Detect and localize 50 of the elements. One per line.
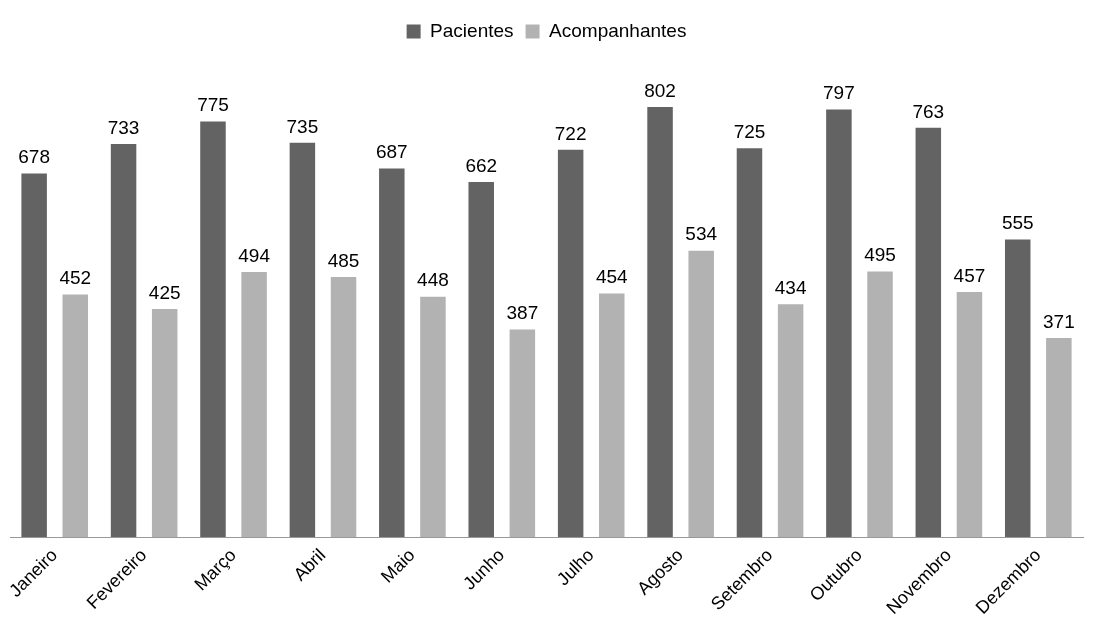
bar bbox=[241, 272, 267, 538]
bar bbox=[330, 276, 357, 538]
data-label: 555 bbox=[1001, 212, 1034, 234]
data-label: 448 bbox=[417, 269, 449, 291]
data-label: 662 bbox=[465, 154, 498, 176]
data-label: 722 bbox=[554, 122, 587, 144]
bar bbox=[736, 148, 763, 538]
data-label: 494 bbox=[238, 244, 271, 266]
bar bbox=[826, 109, 852, 538]
legend-label: Acompanhantes bbox=[549, 19, 687, 41]
data-label: 485 bbox=[327, 249, 360, 271]
data-label: 434 bbox=[774, 277, 807, 298]
data-label: 457 bbox=[953, 264, 986, 286]
data-label: 725 bbox=[733, 120, 766, 142]
data-label: 454 bbox=[595, 266, 629, 288]
legend-label: Pacientes bbox=[430, 19, 514, 41]
data-label: 802 bbox=[644, 79, 676, 101]
data-label: 495 bbox=[864, 244, 896, 266]
bar bbox=[599, 293, 625, 538]
bar bbox=[200, 121, 226, 538]
bar bbox=[915, 127, 942, 538]
data-label: 678 bbox=[18, 146, 50, 168]
bar bbox=[110, 143, 137, 538]
data-label: 733 bbox=[107, 116, 140, 138]
data-label: 371 bbox=[1043, 310, 1075, 332]
data-label: 452 bbox=[59, 267, 92, 289]
data-label: 534 bbox=[685, 223, 718, 245]
bar bbox=[867, 271, 893, 538]
bar bbox=[557, 149, 584, 538]
bar bbox=[468, 181, 494, 538]
bar bbox=[1046, 338, 1072, 538]
data-label: 775 bbox=[197, 94, 229, 116]
bar bbox=[420, 296, 446, 538]
data-label: 425 bbox=[148, 281, 181, 303]
data-label: 763 bbox=[912, 100, 945, 122]
bar bbox=[509, 329, 536, 538]
bar bbox=[1004, 239, 1031, 538]
bar bbox=[21, 173, 47, 538]
data-label: 387 bbox=[506, 302, 539, 324]
data-label: 735 bbox=[286, 115, 319, 137]
data-label: 797 bbox=[823, 82, 855, 104]
bar bbox=[151, 309, 178, 538]
bar bbox=[379, 168, 405, 538]
bar bbox=[62, 294, 89, 538]
data-label: 687 bbox=[375, 141, 408, 163]
bar bbox=[688, 250, 714, 538]
bar bbox=[289, 142, 316, 538]
bar bbox=[956, 291, 983, 538]
bar bbox=[777, 304, 804, 538]
bar bbox=[647, 106, 673, 538]
